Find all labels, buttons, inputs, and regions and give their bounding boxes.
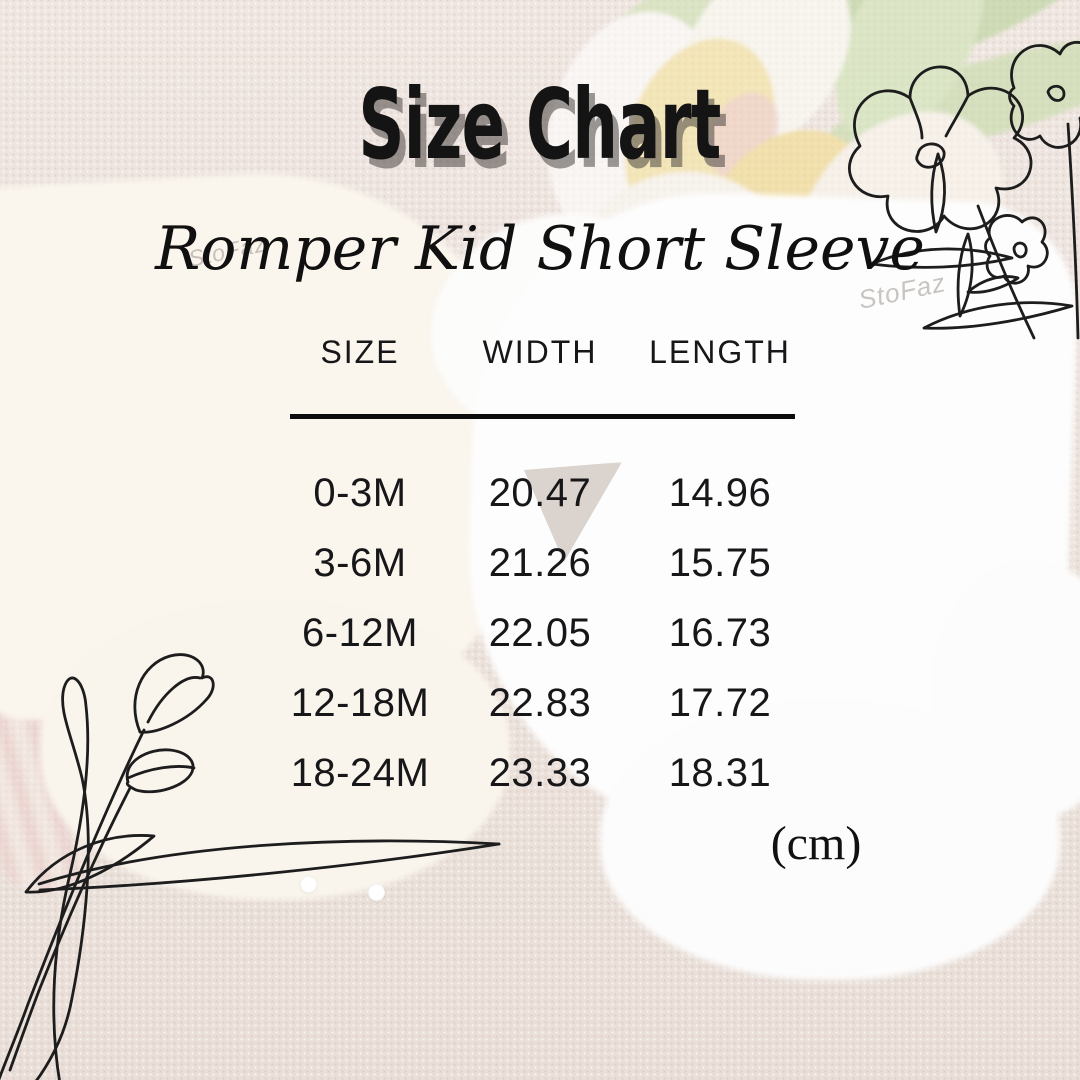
page-title: Size Chart (0, 76, 1080, 173)
column-header: WIDTH (482, 333, 598, 370)
table-cell: 17.72 (668, 681, 772, 725)
table-cell: 15.75 (668, 541, 772, 585)
table-row: 6-12M 22.05 16.73 (270, 599, 810, 669)
size-table-header: SIZE WIDTH LENGTH (270, 330, 810, 374)
table-row: 3-6M 21.26 15.75 (270, 529, 810, 599)
page-title-text: Size Chart (358, 68, 722, 181)
table-cell: 3-6M (313, 541, 407, 585)
tulip-line-art-icon (0, 653, 501, 1080)
cream-romper-bottom (40, 600, 510, 900)
table-cell: 14.96 (668, 471, 772, 515)
header-divider-line (290, 414, 795, 419)
table-row: 0-3M 20.47 14.96 (270, 459, 810, 529)
table-row: 12-18M 22.83 17.72 (270, 669, 810, 739)
table-row: 18-24M 23.33 18.31 (270, 739, 810, 809)
table-cell: 23.33 (488, 751, 592, 795)
column-header: LENGTH (649, 333, 791, 370)
table-cell: 6-12M (302, 611, 418, 655)
column-header: SIZE (320, 333, 400, 370)
size-table: SIZE WIDTH LENGTH 0-3M 20.47 14.96 3-6M 21.26 1… (270, 330, 810, 809)
unit-label: (cm) (770, 817, 862, 870)
table-cell: 0-3M (313, 471, 407, 515)
table-cell: 20.47 (488, 471, 592, 515)
table-cell: 22.83 (488, 681, 592, 725)
table-cell: 22.05 (488, 611, 592, 655)
table-cell: 18-24M (290, 751, 430, 795)
table-cell: 21.26 (488, 541, 592, 585)
poppy-line-art-icon (848, 41, 1080, 340)
table-cell: 12-18M (290, 681, 430, 725)
table-cell: 16.73 (668, 611, 772, 655)
snap-button (300, 876, 317, 893)
white-romper-bottom (600, 700, 1060, 980)
size-table-body: 0-3M 20.47 14.96 3-6M 21.26 15.75 6-12M 22.05 16… (270, 459, 810, 809)
snap-button (368, 884, 385, 901)
table-cell: 18.31 (668, 751, 772, 795)
product-subtitle: Romper Kid Short Sleeve (155, 214, 925, 284)
